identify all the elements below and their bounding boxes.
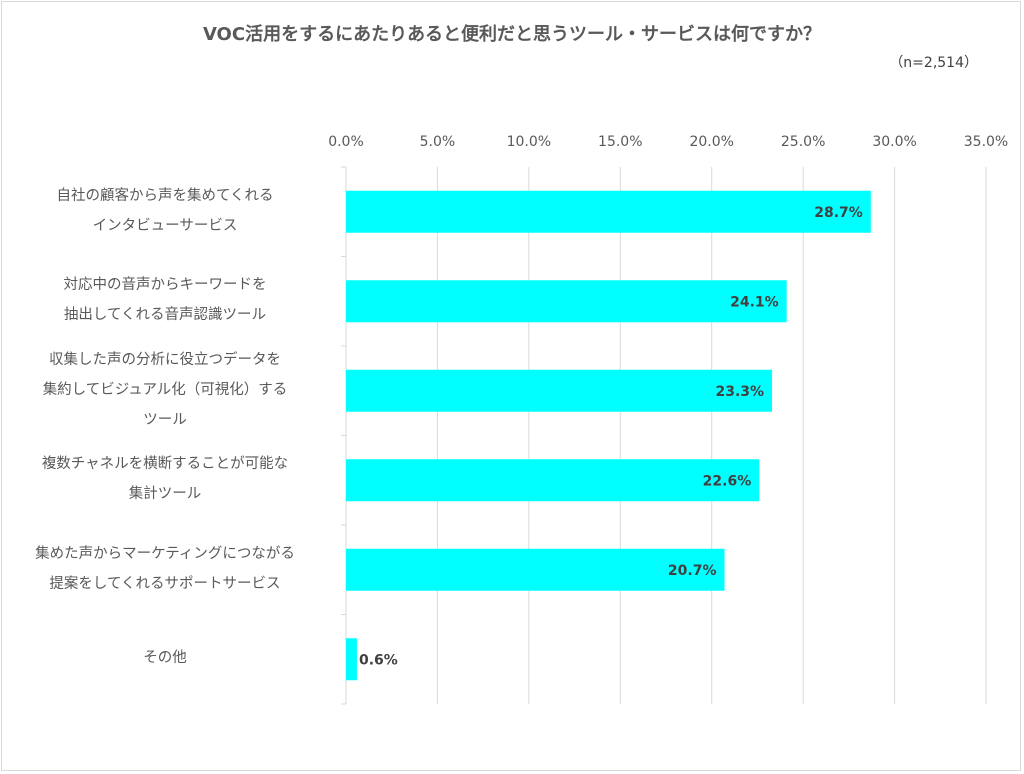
x-tick-label: 30.0% [872, 134, 916, 150]
x-tick-label: 35.0% [964, 134, 1008, 150]
x-tick-label: 10.0% [507, 134, 551, 150]
bar [346, 190, 871, 233]
bar [346, 638, 357, 681]
x-tick-label: 0.0% [328, 134, 364, 150]
chart-title: VOC活用をするにあたりあると便利だと思うツール・サービスは何ですか？ [202, 24, 822, 45]
x-tick-label: 5.0% [420, 134, 456, 150]
category-label: 自社の顧客から声を集めてくれる インタビューサービス [56, 187, 274, 234]
bar [346, 280, 787, 323]
x-tick-label: 20.0% [689, 134, 733, 150]
data-label: 28.7% [814, 205, 863, 221]
category-label: 複数チャネルを横断することが可能な 集計ツール [41, 456, 289, 503]
bar [346, 369, 773, 412]
data-label: 22.6% [703, 473, 752, 489]
chart-subtitle: （n=2,514） [889, 55, 978, 71]
category-label: その他 [143, 650, 187, 667]
bar [346, 459, 760, 502]
x-tick-label: 25.0% [781, 134, 825, 150]
data-label: 0.6% [359, 652, 398, 668]
x-tick-label: 15.0% [598, 134, 642, 150]
data-label: 23.3% [715, 384, 764, 400]
data-label: 24.1% [730, 294, 779, 310]
category-label: 対応中の音声からキーワードを 抽出してくれる音声認識ツール [63, 277, 267, 324]
category-label: 収集した声の分析に役立つデータを 集約してビジュアル化（可視化）する ツール [42, 351, 288, 428]
data-label: 20.7% [668, 563, 717, 579]
bar [346, 548, 725, 591]
category-label: 集めた声からマーケティングにつながる 提案をしてくれるサポートサービス [35, 545, 295, 592]
